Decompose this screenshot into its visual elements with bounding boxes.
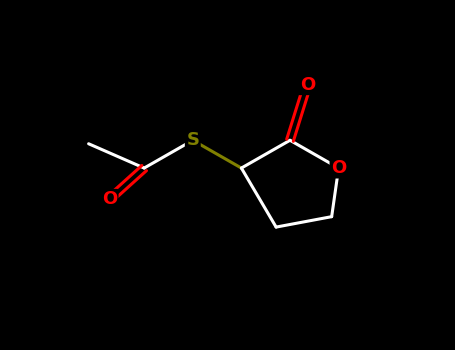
Text: O: O — [300, 76, 315, 94]
Text: S: S — [186, 131, 199, 149]
Text: O: O — [102, 190, 117, 208]
Text: O: O — [331, 159, 346, 177]
